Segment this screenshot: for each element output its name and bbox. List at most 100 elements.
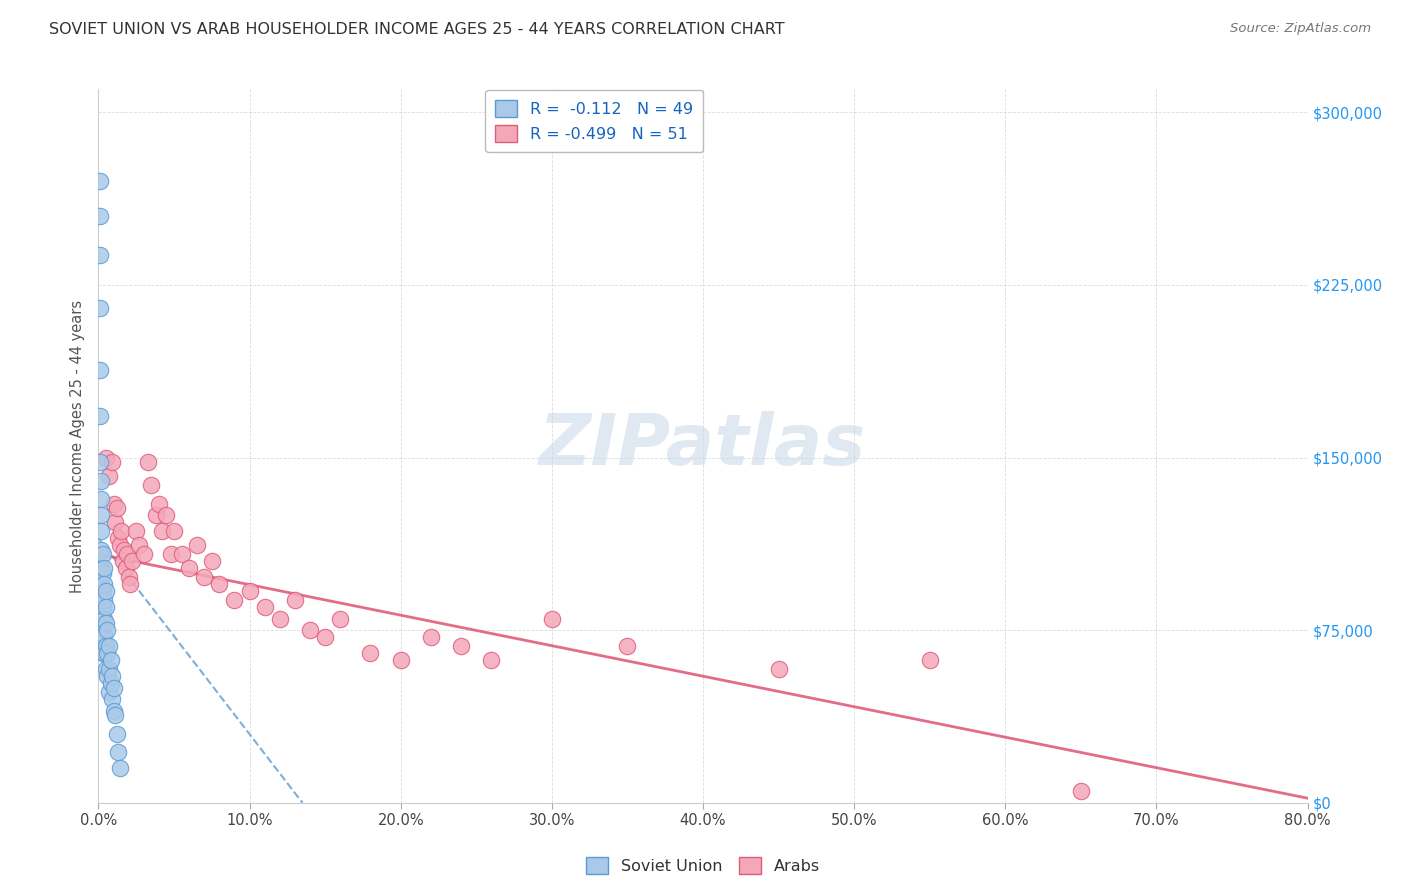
Point xyxy=(103,681,125,695)
Point xyxy=(94,584,117,599)
Point xyxy=(93,612,115,626)
Point xyxy=(107,745,129,759)
Point xyxy=(101,669,124,683)
Point xyxy=(101,692,124,706)
Point xyxy=(93,561,115,575)
Text: SOVIET UNION VS ARAB HOUSEHOLDER INCOME AGES 25 - 44 YEARS CORRELATION CHART: SOVIET UNION VS ARAB HOUSEHOLDER INCOME … xyxy=(49,22,785,37)
Point xyxy=(616,640,638,654)
Point xyxy=(132,547,155,561)
Point xyxy=(329,612,352,626)
Point xyxy=(160,547,183,561)
Point xyxy=(91,600,114,615)
Point xyxy=(98,640,121,654)
Point xyxy=(89,363,111,377)
Point xyxy=(141,478,163,492)
Point xyxy=(118,570,141,584)
Point xyxy=(111,554,134,568)
Point xyxy=(96,646,118,660)
Point xyxy=(125,524,148,538)
Point xyxy=(89,455,111,469)
Point xyxy=(89,248,111,262)
Point xyxy=(136,455,159,469)
Point xyxy=(90,593,112,607)
Point xyxy=(224,593,246,607)
Y-axis label: Householder Income Ages 25 - 44 years: Householder Income Ages 25 - 44 years xyxy=(70,300,86,592)
Point xyxy=(104,708,127,723)
Point xyxy=(481,653,503,667)
Point xyxy=(108,761,131,775)
Point xyxy=(314,630,336,644)
Point xyxy=(179,561,201,575)
Point xyxy=(91,547,114,561)
Point xyxy=(120,577,142,591)
Point xyxy=(108,538,131,552)
Point xyxy=(150,524,173,538)
Point xyxy=(93,628,115,642)
Point xyxy=(93,577,115,591)
Point xyxy=(269,612,291,626)
Point xyxy=(420,630,443,644)
Point xyxy=(170,547,193,561)
Point xyxy=(90,524,112,538)
Point xyxy=(94,640,117,654)
Point xyxy=(94,616,117,631)
Point xyxy=(540,612,562,626)
Point xyxy=(91,630,114,644)
Point xyxy=(98,662,121,676)
Point xyxy=(107,531,129,545)
Point xyxy=(101,455,124,469)
Point xyxy=(98,685,121,699)
Point xyxy=(155,508,177,522)
Point xyxy=(201,554,224,568)
Point xyxy=(90,508,112,522)
Point xyxy=(91,646,114,660)
Point xyxy=(90,491,112,506)
Point xyxy=(94,450,117,465)
Point xyxy=(98,469,121,483)
Point xyxy=(208,577,231,591)
Point xyxy=(918,653,941,667)
Point xyxy=(96,669,118,683)
Point xyxy=(90,577,112,591)
Point xyxy=(193,570,215,584)
Point xyxy=(284,593,307,607)
Point xyxy=(239,584,262,599)
Legend: Soviet Union, Arabs: Soviet Union, Arabs xyxy=(579,850,827,880)
Point xyxy=(105,727,128,741)
Point xyxy=(299,623,322,637)
Point xyxy=(145,508,167,522)
Point xyxy=(90,561,112,575)
Point xyxy=(389,653,412,667)
Point xyxy=(89,301,111,315)
Point xyxy=(96,623,118,637)
Point xyxy=(1070,784,1092,798)
Point xyxy=(93,646,115,660)
Point xyxy=(91,584,114,599)
Point xyxy=(103,704,125,718)
Point xyxy=(89,409,111,423)
Point xyxy=(91,616,114,631)
Point xyxy=(148,497,170,511)
Point xyxy=(89,209,111,223)
Text: Source: ZipAtlas.com: Source: ZipAtlas.com xyxy=(1230,22,1371,36)
Point xyxy=(450,640,472,654)
Point xyxy=(90,542,112,557)
Point xyxy=(115,547,138,561)
Point xyxy=(253,600,276,615)
Point xyxy=(112,542,135,557)
Point xyxy=(163,524,186,538)
Point xyxy=(100,653,122,667)
Point xyxy=(103,497,125,511)
Point xyxy=(93,593,115,607)
Point xyxy=(186,538,208,552)
Point xyxy=(94,662,117,676)
Point xyxy=(104,515,127,529)
Point xyxy=(114,561,136,575)
Point xyxy=(110,524,132,538)
Point xyxy=(360,646,382,660)
Point xyxy=(768,662,790,676)
Point xyxy=(89,174,111,188)
Point xyxy=(100,676,122,690)
Point xyxy=(128,538,150,552)
Text: ZIPatlas: ZIPatlas xyxy=(540,411,866,481)
